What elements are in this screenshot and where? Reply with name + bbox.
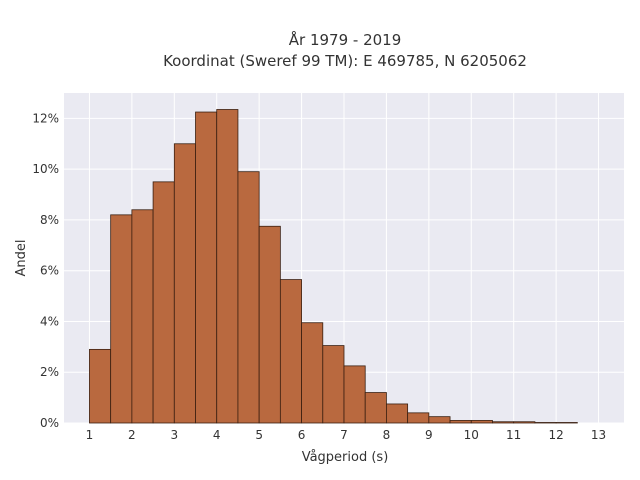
x-tick-label: 8: [383, 428, 391, 442]
histogram-bar: [343, 365, 366, 424]
histogram-bar: [470, 420, 493, 424]
histogram-bar: [428, 416, 451, 424]
y-tick-label: 12%: [32, 111, 59, 125]
histogram-bar: [555, 422, 578, 424]
y-tick-label: 4%: [40, 314, 59, 328]
histogram-bar: [279, 279, 302, 424]
y-tick-label: 10%: [32, 162, 59, 176]
y-axis-label: Andel: [14, 240, 29, 277]
y-tick-label: 2%: [40, 365, 59, 379]
histogram-bar: [216, 109, 239, 424]
histogram-bar: [386, 403, 409, 424]
x-tick-label: 13: [591, 428, 606, 442]
y-tick-labels: 0% 2% 4% 6% 8% 10% 12%: [32, 111, 59, 430]
histogram-bar: [89, 348, 112, 424]
x-tick-label: 5: [255, 428, 263, 442]
x-tick-label: 4: [213, 428, 221, 442]
x-tick-label: 6: [298, 428, 306, 442]
x-tick-label: 1: [86, 428, 94, 442]
histogram-bar: [364, 392, 387, 424]
x-tick-label: 7: [340, 428, 348, 442]
histogram-bar: [110, 214, 133, 424]
x-tick-label: 10: [464, 428, 479, 442]
histogram-bar: [407, 412, 430, 424]
histogram-bar: [513, 421, 536, 424]
bars: [89, 109, 578, 424]
x-tick-labels: 1 2 3 4 5 6 7 8 9 10 11 12 13: [86, 428, 607, 442]
histogram-bar: [195, 111, 218, 424]
chart-title-line-2: Koordinat (Sweref 99 TM): E 469785, N 62…: [163, 52, 527, 70]
histogram-bar: [492, 421, 515, 424]
x-tick-label: 9: [425, 428, 433, 442]
x-axis-label: Vågperiod (s): [302, 450, 389, 465]
x-tick-label: 12: [548, 428, 563, 442]
y-tick-label: 0%: [40, 416, 59, 430]
x-tick-label: 11: [506, 428, 521, 442]
histogram-bar: [301, 322, 324, 424]
x-tick-label: 3: [170, 428, 178, 442]
histogram-bar: [173, 143, 196, 424]
y-tick-label: 6%: [40, 264, 59, 278]
histogram-bar: [534, 422, 557, 424]
y-tick-label: 8%: [40, 213, 59, 227]
chart-title-line-1: År 1979 - 2019: [289, 30, 402, 49]
histogram-bar: [449, 420, 472, 424]
histogram-bar: [152, 181, 175, 424]
histogram-bar: [237, 171, 260, 424]
x-tick-label: 2: [128, 428, 136, 442]
histogram-bar: [322, 345, 345, 424]
histogram-bar: [131, 209, 154, 424]
histogram-bar: [258, 225, 281, 424]
